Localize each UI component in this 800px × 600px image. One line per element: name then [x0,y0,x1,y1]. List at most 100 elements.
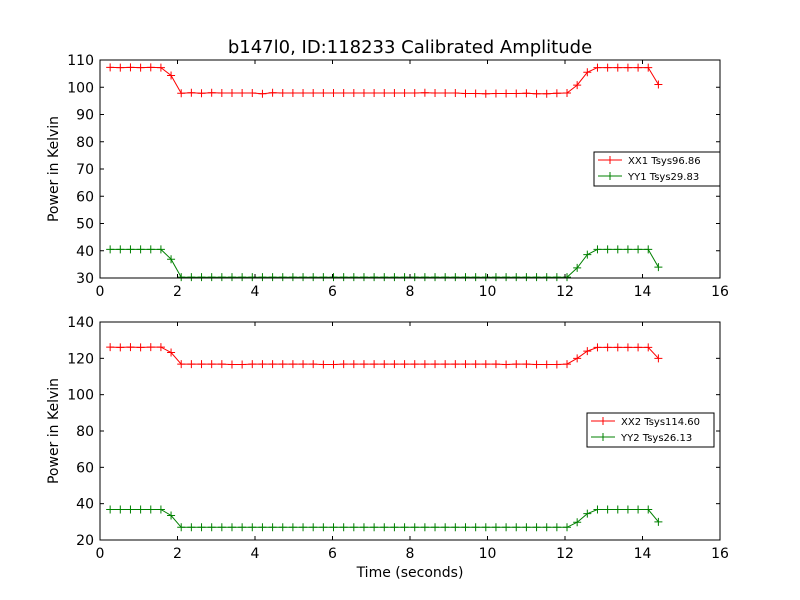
data-point [268,88,277,97]
data-point [106,505,115,514]
y-tick-label: 100 [67,388,94,404]
data-point [329,523,338,532]
data-point [329,88,338,97]
data-point [613,63,622,72]
data-point [613,505,622,514]
data-point [319,523,328,532]
data-point [563,88,572,97]
data-point [410,273,419,282]
data-point [603,245,612,254]
data-point [167,71,176,80]
x-tick-label: 2 [173,546,182,562]
data-point [522,89,531,98]
data-point [400,523,409,532]
data-point [420,273,429,282]
legend-label: XX2 Tsys114.60 [621,417,700,428]
data-point [441,273,450,282]
data-point [156,505,165,514]
data-point [623,63,632,72]
data-point [461,89,470,98]
x-tick-label: 16 [711,284,729,300]
y-tick-label: 30 [76,271,94,287]
data-point [542,360,551,369]
data-point [288,523,297,532]
data-point [116,63,125,72]
data-point [167,255,176,264]
data-point [380,523,389,532]
data-point [268,360,277,369]
data-point [390,523,399,532]
data-point [156,343,165,352]
data-point [542,273,551,282]
data-point [532,360,541,369]
data-point [319,88,328,97]
data-point [126,343,135,352]
data-point [441,360,450,369]
data-point [106,343,115,352]
y-tick-label: 20 [76,533,94,549]
data-point [573,263,582,272]
legend-marker [606,172,614,180]
data-point [207,88,216,97]
data-point [217,360,226,369]
chart-marks [106,63,663,282]
data-point [126,245,135,254]
data-point [491,360,500,369]
data-point [420,88,429,97]
data-point [634,245,643,254]
data-point [349,523,358,532]
y-tick-label: 60 [76,460,94,476]
data-point [410,360,419,369]
data-point [197,360,206,369]
data-point [258,523,267,532]
data-point [420,360,429,369]
data-point [563,360,572,369]
data-point [390,360,399,369]
data-point [481,89,490,98]
data-point [339,273,348,282]
data-point [522,273,531,282]
data-point [644,63,653,72]
data-point [268,523,277,532]
data-point [116,343,125,352]
data-point [552,360,561,369]
data-point [502,360,511,369]
data-point [116,245,125,254]
legend-marker [599,433,607,441]
x-tick-label: 2 [173,284,182,300]
data-point [644,343,653,352]
data-point [197,89,206,98]
data-point [258,89,267,98]
axis-ticks: 0 2 4 6 8 10 12 14 16 30 40 50 60 70 80 90 100 110 [67,53,729,300]
data-point [380,273,389,282]
data-point [552,89,561,98]
data-point [563,273,572,282]
data-point [227,88,236,97]
data-point [481,360,490,369]
x-axis-label: Time (seconds) [356,565,464,581]
data-point [522,360,531,369]
data-point [106,63,115,72]
data-point [573,81,582,90]
data-point [593,505,602,514]
data-point [583,509,592,518]
legend-marker [606,156,614,164]
data-point [461,360,470,369]
x-tick-label: 12 [556,546,574,562]
data-point [349,88,358,97]
data-point [512,89,521,98]
figure-title: b147l0, ID:118233 Calibrated Amplitude [228,37,592,58]
data-point [136,63,145,72]
data-point [278,523,287,532]
data-point [136,343,145,352]
legend: XX2 Tsys114.60 YY2 Tsys26.13 [586,412,715,448]
data-point [268,273,277,282]
legend-box [586,412,715,448]
data-point [359,523,368,532]
data-point [603,343,612,352]
data-point [390,273,399,282]
data-point [258,360,267,369]
y-tick-label: 90 [76,108,94,124]
x-tick-label: 4 [251,284,260,300]
data-point [623,505,632,514]
